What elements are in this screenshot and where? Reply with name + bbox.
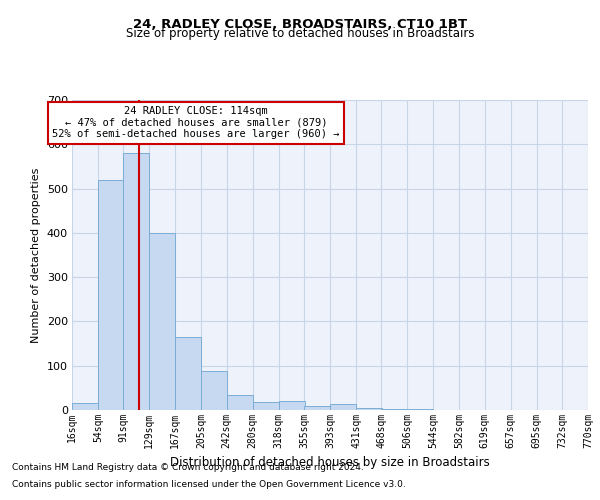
Bar — [124, 153, 149, 410]
Text: Contains HM Land Registry data © Crown copyright and database right 2024.: Contains HM Land Registry data © Crown c… — [12, 464, 364, 472]
Bar — [98, 180, 124, 410]
Bar — [382, 409, 407, 410]
Bar — [202, 372, 227, 410]
Bar — [278, 400, 305, 410]
Bar — [149, 233, 175, 410]
X-axis label: Distribution of detached houses by size in Broadstairs: Distribution of detached houses by size … — [170, 456, 490, 469]
Bar — [227, 396, 253, 410]
Bar — [356, 408, 382, 410]
Text: Contains public sector information licensed under the Open Government Licence v3: Contains public sector information licen… — [12, 480, 406, 489]
Bar — [253, 402, 278, 410]
Bar — [407, 409, 433, 410]
Bar — [72, 404, 98, 410]
Text: Size of property relative to detached houses in Broadstairs: Size of property relative to detached ho… — [126, 28, 474, 40]
Text: 24, RADLEY CLOSE, BROADSTAIRS, CT10 1BT: 24, RADLEY CLOSE, BROADSTAIRS, CT10 1BT — [133, 18, 467, 30]
Y-axis label: Number of detached properties: Number of detached properties — [31, 168, 41, 342]
Bar — [304, 406, 330, 410]
Bar — [175, 337, 202, 410]
Bar — [330, 404, 356, 410]
Text: 24 RADLEY CLOSE: 114sqm
← 47% of detached houses are smaller (879)
52% of semi-d: 24 RADLEY CLOSE: 114sqm ← 47% of detache… — [52, 106, 340, 140]
